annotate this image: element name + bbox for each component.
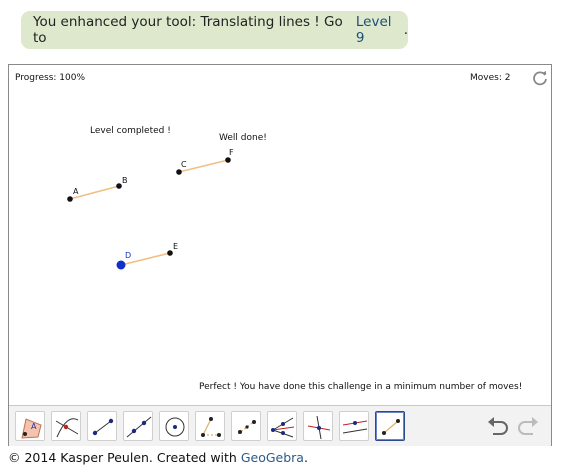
tool-segment[interactable] [87, 411, 117, 441]
credits-suffix: . [303, 450, 308, 465]
intersect-icon [55, 418, 79, 438]
tool-move[interactable]: A [15, 411, 45, 441]
tool-translate[interactable] [231, 411, 261, 441]
tool-parallel[interactable] [195, 411, 225, 441]
level-banner: You enhanced your tool: Translating line… [21, 11, 408, 49]
point-f[interactable] [225, 157, 231, 163]
perpendicular-icon [307, 415, 331, 440]
redo-icon[interactable] [515, 414, 541, 438]
reset-icon[interactable] [531, 69, 549, 87]
perfect-text: Perfect ! You have done this challenge i… [199, 382, 523, 392]
segment-de [120, 252, 171, 266]
translate-segment-icon [382, 419, 400, 435]
credits-text: © 2014 Kasper Peulen. Created with [8, 450, 241, 465]
progress-label: Progress: 100% [15, 73, 86, 83]
tool-perpendicular[interactable] [303, 411, 333, 441]
segment-ab [69, 185, 120, 200]
point-c[interactable] [176, 169, 182, 175]
tool-angle-bisector[interactable] [267, 411, 297, 441]
moves-counter: Moves: 2 [470, 73, 511, 83]
banner-text: You enhanced your tool: Translating line… [33, 14, 343, 46]
parallel-icon [201, 417, 221, 437]
line-through-point-icon [342, 420, 368, 434]
circle-icon [165, 417, 185, 437]
level-completed-text: Level completed ! [90, 126, 171, 136]
point-e[interactable] [167, 250, 173, 256]
point-d[interactable] [116, 260, 126, 270]
tool-intersect[interactable] [51, 411, 81, 441]
tool-line-through-point[interactable] [339, 411, 369, 441]
tool-line[interactable] [123, 411, 153, 441]
segment-icon [92, 418, 114, 436]
point-b[interactable] [116, 183, 122, 189]
segment-cf [178, 159, 229, 173]
tool-circle[interactable] [159, 411, 189, 441]
point-a[interactable] [67, 196, 73, 202]
credits-footer: © 2014 Kasper Peulen. Created with GeoGe… [8, 450, 308, 465]
banner-suffix: . [403, 22, 408, 38]
drawing-canvas[interactable]: A B C F D E [9, 65, 551, 405]
label-e: E [173, 242, 178, 251]
label-d: D [125, 251, 131, 260]
toolbar: A [9, 405, 551, 446]
move-tool-label: A [31, 422, 37, 431]
tool-translate-segment[interactable] [375, 411, 405, 441]
move-icon: A [21, 418, 42, 439]
translate-icon [237, 419, 257, 435]
label-a: A [73, 187, 79, 196]
label-f: F [229, 148, 234, 157]
label-b: B [122, 176, 128, 185]
line-icon [126, 416, 152, 438]
geogebra-applet: Progress: 100% Moves: 2 A B C F D E Leve… [8, 64, 552, 446]
label-c: C [181, 160, 187, 169]
angle-bisector-icon [271, 417, 295, 438]
geogebra-link[interactable]: GeoGebra [240, 450, 304, 465]
well-done-text: Well done! [219, 133, 267, 143]
undo-icon[interactable] [485, 414, 511, 438]
next-level-link[interactable]: Level 9 [355, 14, 392, 46]
